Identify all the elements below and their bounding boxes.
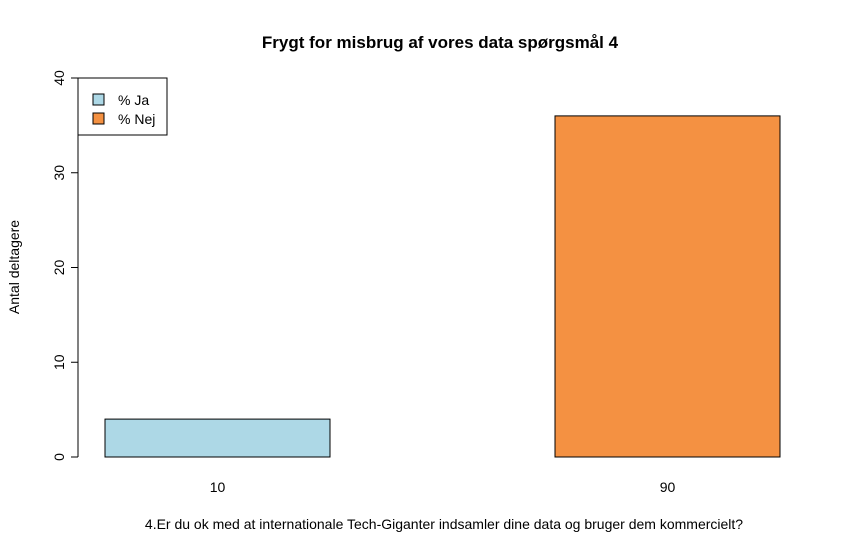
y-tick-label: 20 <box>51 260 67 276</box>
legend-swatch <box>92 112 105 125</box>
x-tick-labels: 10 90 <box>210 479 676 495</box>
legend: % Ja % Nej <box>77 77 168 136</box>
legend-swatch <box>92 93 105 106</box>
legend-label: % Ja <box>118 92 149 108</box>
y-tick-label: 30 <box>51 165 67 181</box>
y-tick-label: 40 <box>51 70 67 86</box>
legend-label: % Nej <box>118 111 155 127</box>
chart-title: Frygt for misbrug af vores data spørgsmå… <box>262 33 619 52</box>
bar <box>104 418 331 458</box>
x-axis-label: 4.Er du ok med at internationale Tech-Gi… <box>145 516 743 532</box>
y-tick-label: 0 <box>51 453 67 461</box>
y-axis: 0 10 20 30 40 <box>51 70 79 461</box>
y-axis-label: Antal deltagere <box>6 220 22 314</box>
bars <box>104 115 781 458</box>
y-tick-label: 10 <box>51 354 67 370</box>
legend-box <box>77 77 168 136</box>
x-tick-label: 90 <box>660 479 676 495</box>
x-tick-label: 10 <box>210 479 226 495</box>
bar <box>554 115 781 458</box>
